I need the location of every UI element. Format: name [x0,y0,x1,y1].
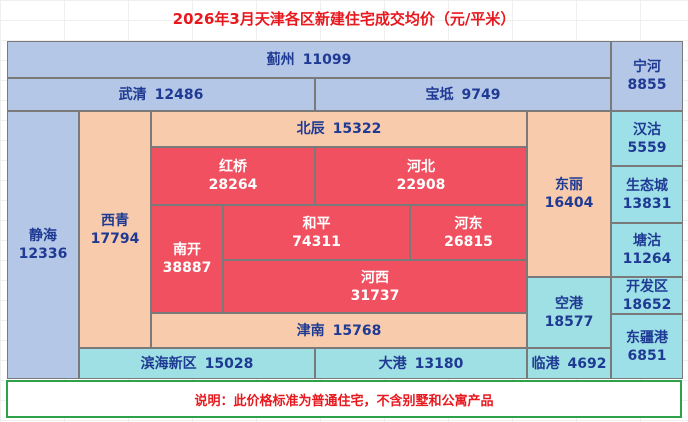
district-name-label: 东疆港 [626,329,668,346]
district-tile: 南开 38887 [151,205,223,313]
district-tile: 武清 12486 [7,78,315,111]
district-tile: 塘沽 11264 [611,223,683,277]
district-name-label: 临港 [531,355,560,372]
district-price-value: 74311 [292,233,341,250]
district-tile: 津南 15768 [151,313,527,348]
district-tile: 宁河 8855 [611,41,683,111]
district-name-label: 北辰 [296,121,325,137]
district-price-value: 31737 [350,287,400,304]
district-tile: 河北 22908 [315,147,527,205]
district-name-label: 红桥 [219,159,247,175]
district-tile: 汉沽 5559 [611,111,683,166]
district-price-value: 13831 [622,195,672,212]
district-price-value: 6851 [627,347,667,364]
district-tile: 东丽 16404 [527,111,611,277]
district-tile: 滨海新区 15028 [79,348,315,379]
district-name-label: 南开 [173,242,201,258]
district-price-value: 12336 [18,246,68,262]
district-tile: 河西 31737 [223,260,527,313]
chart-title: 2026年3月天津各区新建住宅成交均价（元/平米） [172,10,516,28]
district-name-label: 和平 [302,215,331,232]
district-tile: 红桥 28264 [151,147,315,205]
district-tile: 宝坻 9749 [315,78,611,111]
district-price-value: 5559 [627,139,667,156]
district-tile: 静海 12336 [7,111,79,379]
district-price-value: 17794 [90,230,140,247]
district-price-value: 15028 [204,355,254,372]
district-price-value: 9749 [461,86,501,103]
district-tile: 东疆港 6851 [611,314,683,379]
district-tile: 临港 4692 [527,348,611,379]
district-name-label: 滨海新区 [140,355,197,372]
district-tile: 北辰 15322 [151,111,527,147]
district-price-value: 28264 [208,177,258,193]
district-price-value: 16404 [544,195,594,211]
district-tile: 开发区 18652 [611,277,683,314]
district-price-value: 13180 [414,355,464,372]
district-name-label: 宁河 [633,59,661,75]
district-price-value: 38887 [162,260,212,276]
district-tile: 大港 13180 [315,348,527,379]
district-price-value: 8855 [627,77,667,93]
district-name-label: 河东 [454,215,483,232]
district-name-label: 大港 [378,355,407,372]
district-name-label: 蓟州 [266,51,295,68]
district-name-label: 武清 [118,86,147,103]
district-tile: 和平 74311 [223,205,410,260]
district-price-value: 18577 [544,313,594,330]
district-tile: 西青 17794 [79,111,151,348]
district-tile: 河东 26815 [410,205,527,260]
district-name-label: 河北 [407,159,435,175]
district-price-value: 15322 [332,121,382,137]
district-price-value: 11099 [302,51,352,68]
district-name-label: 东丽 [555,177,583,193]
district-name-label: 塘沽 [633,233,661,249]
district-name-label: 津南 [296,322,325,339]
district-name-label: 宝坻 [425,86,454,103]
district-price-value: 26815 [444,233,493,250]
district-price-value: 18652 [622,296,672,313]
district-price-value: 15768 [332,322,382,339]
district-name-label: 开发区 [626,278,668,295]
district-tile: 蓟州 11099 [7,41,611,78]
district-name-label: 生态城 [626,177,668,194]
price-note: 说明：此价格标准为普通住宅，不含别墅和公寓产品 [6,380,682,418]
district-name-label: 西青 [101,212,129,229]
district-name-label: 静海 [29,228,57,244]
district-tile: 空港 18577 [527,277,611,348]
district-name-label: 河西 [361,269,389,286]
district-tile: 生态城 13831 [611,166,683,223]
district-price-value: 22908 [396,177,446,193]
district-name-label: 空港 [555,295,583,312]
district-price-value: 11264 [622,251,672,267]
district-name-label: 汉沽 [633,121,661,138]
district-price-value: 4692 [567,355,607,372]
district-price-value: 12486 [154,86,204,103]
